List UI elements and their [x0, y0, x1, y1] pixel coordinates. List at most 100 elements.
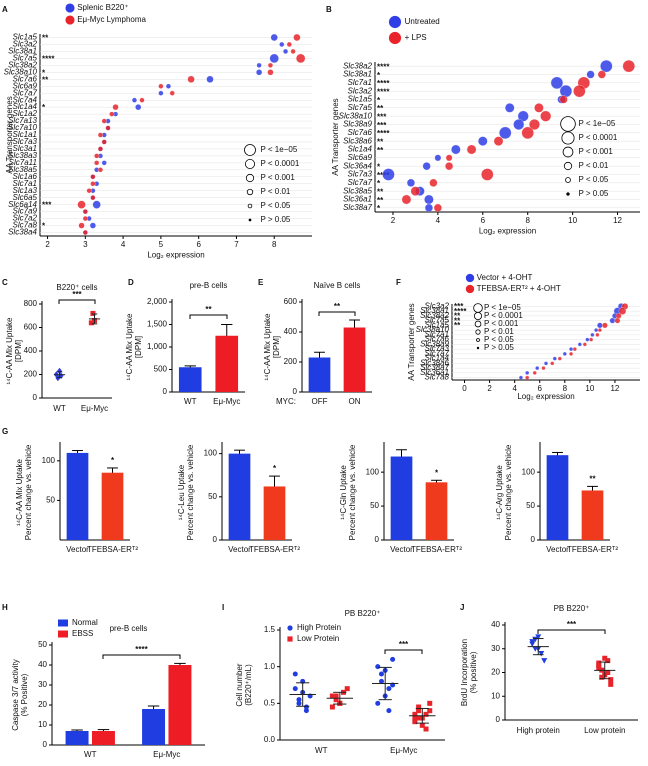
size-legend-label: P < 0.0001	[484, 311, 523, 320]
y-axis-label: AA Transporter genes	[407, 303, 416, 380]
significance-label: *	[377, 96, 381, 105]
x-tick-label: Eμ-Myc	[153, 750, 180, 759]
dot	[525, 370, 530, 375]
dot	[614, 317, 621, 324]
point	[423, 726, 429, 732]
dot	[585, 337, 590, 342]
gene-label: Slc7a7	[425, 349, 450, 358]
point	[412, 711, 418, 717]
panel-label: J	[460, 603, 464, 612]
gene-label: Slc38a1	[343, 70, 372, 79]
point	[292, 671, 298, 677]
point	[375, 664, 381, 670]
significance-bracket	[318, 311, 356, 316]
dot	[97, 132, 103, 138]
size-legend-swatch	[565, 177, 571, 183]
dot	[541, 366, 546, 371]
dot	[528, 119, 540, 130]
size-legend-swatch	[247, 203, 253, 209]
size-legend-swatch	[245, 173, 255, 183]
dot	[525, 375, 530, 380]
point	[535, 634, 542, 640]
significance-label: *	[42, 68, 46, 77]
y-tick-label: 30	[38, 680, 47, 689]
significance-label: ****	[135, 645, 148, 654]
panel-label: I	[222, 603, 224, 612]
gene-label: Slc1a4	[13, 102, 38, 111]
dot	[109, 111, 115, 117]
size-legend-swatch	[473, 303, 483, 313]
y-tick-label: 0	[43, 740, 48, 749]
dot	[267, 69, 274, 76]
legend-label: Untreated	[405, 17, 440, 26]
point	[90, 310, 96, 316]
gene-label: Slc1a6	[13, 172, 38, 181]
x-tick-label: Eμ-Myc	[213, 397, 240, 406]
gene-label: Slc6a9	[13, 81, 38, 90]
significance-label: *	[42, 103, 46, 112]
dot	[293, 33, 301, 42]
y-tick-label: 20	[38, 700, 47, 709]
x-tick-label: Low protein	[584, 726, 625, 735]
y-axis-label: ¹⁴C-AA Mix Uptake	[5, 317, 14, 385]
dot	[424, 194, 434, 205]
significance-label: *	[377, 179, 381, 188]
y-tick-label: 1,500	[147, 320, 168, 329]
gene-label: Slc7a2	[13, 214, 38, 223]
gene-label: Slc7a6	[425, 335, 450, 344]
dot	[90, 195, 96, 201]
dot	[466, 144, 477, 155]
gene-label: Slc7a3	[13, 137, 38, 146]
dot	[92, 200, 101, 209]
y-axis-label: ¹⁴C-AA Mix Uptake	[263, 313, 272, 381]
significance-label: **	[454, 321, 461, 330]
point	[541, 658, 548, 664]
size-legend-label: P < 0.01	[579, 161, 609, 170]
gene-label: Slc38a7	[343, 203, 372, 212]
gene-label: Slc36a4	[343, 161, 372, 170]
x-tick-label: 8	[272, 240, 277, 249]
gene-label: Slc7a5	[425, 316, 450, 325]
dot	[597, 328, 602, 333]
significance-label: ****	[454, 307, 467, 316]
dot	[504, 103, 515, 113]
gene-label: Slc1a1	[13, 130, 37, 139]
significance-label: *	[377, 204, 381, 213]
x-tick-label: WT	[184, 397, 197, 406]
dot	[595, 332, 600, 337]
significance-bracket	[537, 629, 606, 634]
y-axis-label: ¹⁴C-Gln Uptake	[339, 465, 348, 520]
point	[378, 671, 384, 677]
bar	[101, 472, 124, 540]
point	[605, 670, 611, 675]
panel-label: A	[2, 5, 8, 14]
dot	[90, 174, 96, 180]
gene-label: Slc7a1	[348, 78, 372, 87]
gene-label: Slc3a2	[425, 301, 450, 310]
dot	[557, 356, 562, 361]
dot	[139, 97, 145, 103]
gene-label: Slc1a5	[13, 33, 38, 42]
gene-label: Slc7a5	[348, 103, 373, 112]
bar	[65, 731, 89, 745]
dot	[158, 90, 164, 96]
bar	[308, 357, 331, 392]
dot	[559, 85, 573, 98]
dot	[131, 97, 137, 103]
gene-label: Slc6a9	[348, 153, 373, 162]
dot	[77, 200, 86, 209]
point	[296, 697, 302, 703]
point	[378, 678, 384, 684]
x-tick-label: 0	[462, 384, 467, 393]
x-tick-label: ON	[349, 397, 361, 406]
size-legend-label: P < 0.0001	[261, 159, 300, 168]
dot	[101, 160, 107, 166]
gene-label: Slc7a7	[13, 88, 38, 97]
panel-label: E	[258, 278, 264, 287]
gene-label: Slc6a5	[13, 193, 38, 202]
legend-label: Vector + 4-OHT	[477, 273, 533, 282]
significance-label: **	[205, 305, 212, 314]
dot	[101, 139, 107, 145]
y-axis-sublabel: Percent change vs. vehicle	[348, 444, 357, 540]
y-tick-label: 600	[24, 323, 38, 332]
